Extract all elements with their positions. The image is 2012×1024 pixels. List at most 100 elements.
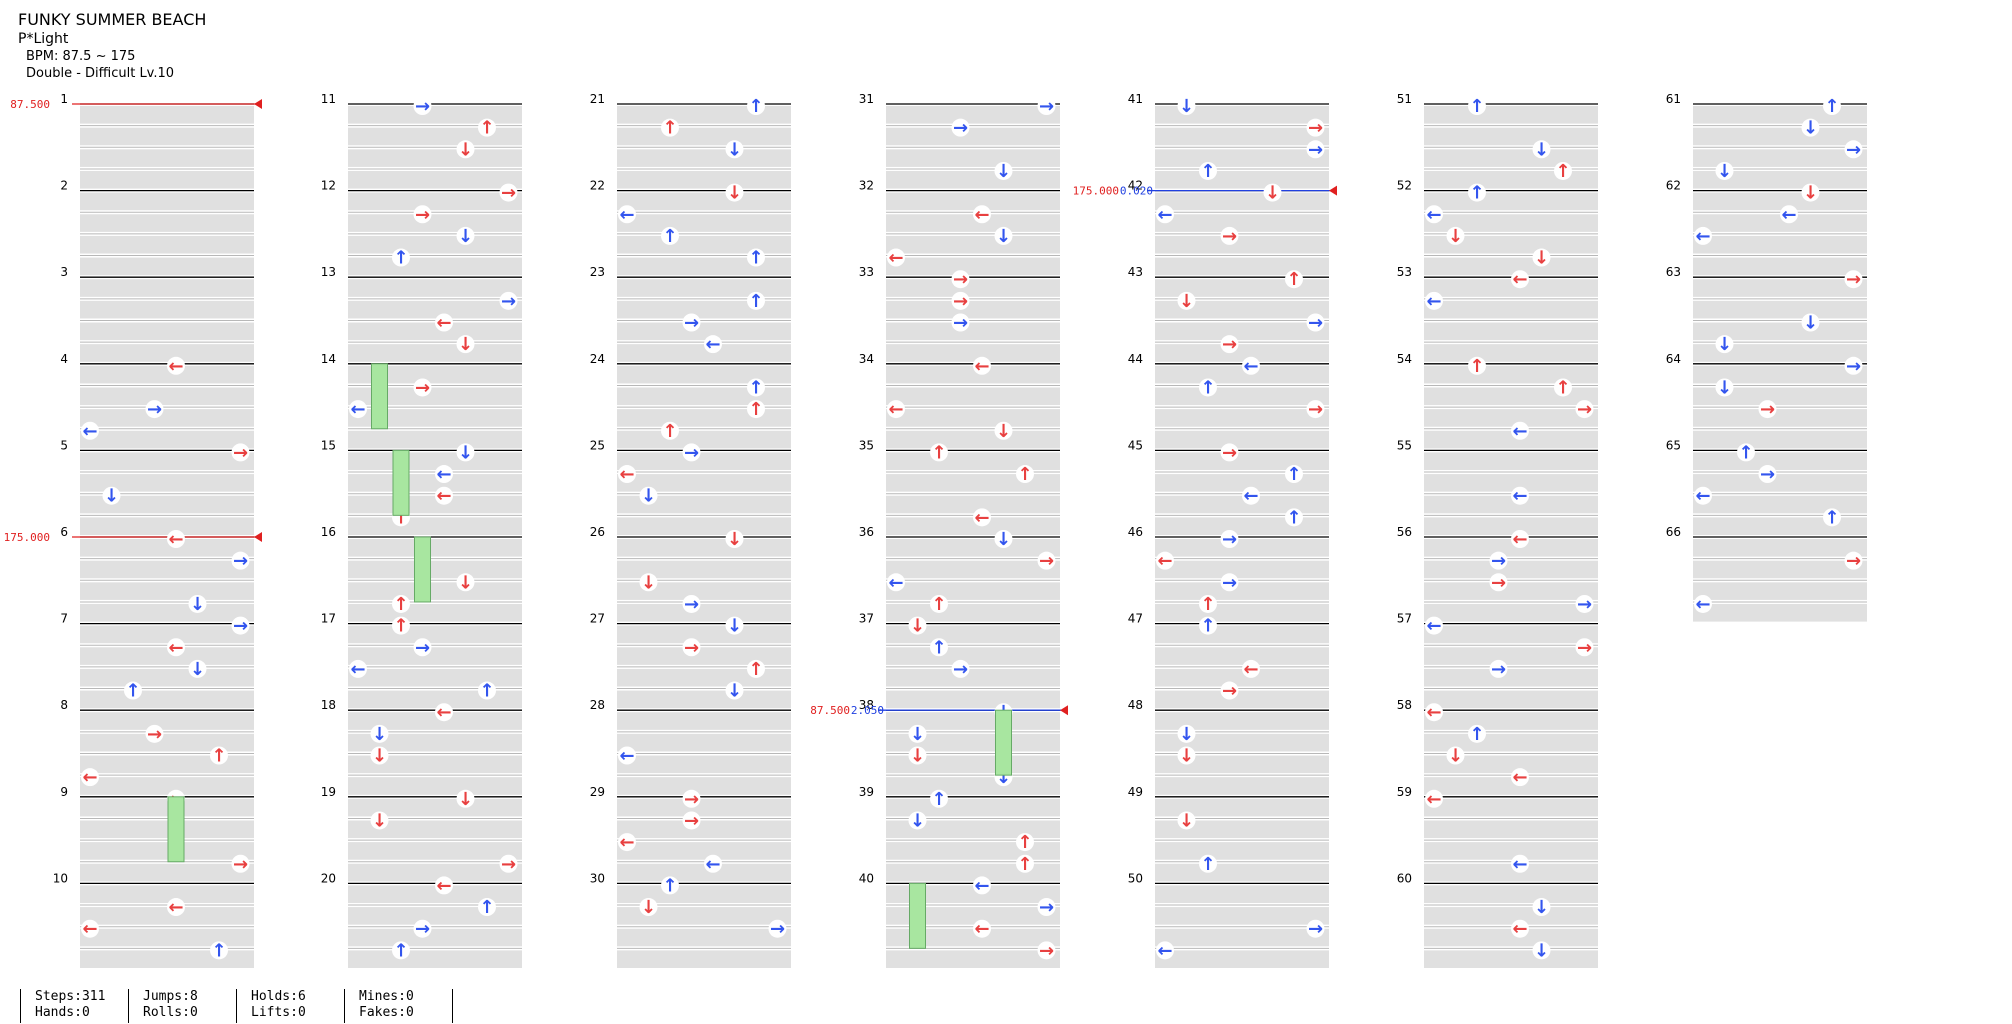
- step-note-arrow: ←: [1157, 940, 1172, 961]
- step-note-arrow: ↑: [1017, 464, 1032, 485]
- beat-row: [1155, 192, 1329, 211]
- beat-row: [348, 279, 522, 297]
- step-note-arrow: ↓: [910, 616, 925, 637]
- measure-number: 6: [60, 525, 68, 539]
- step-note-bg: [1801, 183, 1820, 202]
- beat-row: [1155, 885, 1329, 904]
- beat-row: [886, 733, 1060, 752]
- step-note-bg: [1554, 378, 1572, 397]
- step-note-arrow: ←: [1512, 767, 1527, 788]
- beat-row: [617, 474, 791, 492]
- step-note-arrow: →: [147, 724, 162, 745]
- step-note-bg: [1016, 833, 1034, 852]
- beat-row: [1424, 885, 1598, 904]
- step-note-bg: [639, 573, 658, 592]
- measure-number: 45: [1128, 438, 1143, 452]
- rolls-count: Rolls:0: [143, 1005, 198, 1020]
- measure-number: 26: [590, 525, 605, 539]
- beat-row: [348, 344, 522, 362]
- step-note-arrow: ↑: [1824, 507, 1839, 528]
- step-note-arrow: →: [1846, 139, 1861, 160]
- beat-row: [886, 279, 1060, 297]
- beat-row: [80, 668, 254, 687]
- step-note-bg: [930, 594, 948, 613]
- beat-row: [80, 950, 254, 968]
- hold-body: [909, 882, 926, 949]
- beat-row: [1424, 582, 1598, 600]
- beat-row: [617, 690, 791, 709]
- stats-group-3: Holds:6 Lifts:0: [236, 989, 306, 1023]
- beat-row: [617, 582, 791, 600]
- step-note-arrow: ←: [350, 399, 365, 420]
- beat-row: [1155, 365, 1329, 384]
- beat-row: [886, 798, 1060, 817]
- step-note-arrow: ←: [1512, 919, 1527, 940]
- step-note-bg: [435, 486, 453, 505]
- beat-row: [886, 842, 1060, 860]
- step-note-bg: [908, 811, 927, 830]
- beat-row: [348, 235, 522, 254]
- step-note-arrow: ↓: [104, 486, 119, 507]
- beat-row: [617, 279, 791, 297]
- step-note-bg: [435, 313, 453, 332]
- jumps-count: Jumps:8: [143, 989, 198, 1004]
- step-note-arrow: ↑: [393, 616, 408, 637]
- step-note-arrow: ←: [436, 702, 451, 723]
- step-note-arrow: ↑: [748, 659, 763, 680]
- step-note-bg: [1285, 465, 1303, 484]
- measure-number: 56: [1397, 525, 1412, 539]
- beat-row: [886, 387, 1060, 406]
- step-note-arrow: ↑: [1555, 377, 1570, 398]
- beat-row: [886, 235, 1060, 254]
- step-chart: 1234567891011121314151617181920212223242…: [4, 92, 1867, 968]
- measure-number: 15: [321, 438, 336, 452]
- beat-row: [617, 300, 791, 319]
- bpm-change-marker: [1329, 185, 1337, 196]
- step-note-arrow: ↓: [458, 442, 473, 463]
- step-note-bg: [1037, 898, 1056, 917]
- measure-number: 8: [60, 698, 68, 712]
- measure-number: 30: [590, 871, 605, 885]
- step-note-arrow: ↓: [996, 226, 1011, 247]
- step-note-arrow: ←: [1157, 204, 1172, 225]
- step-note-bg: [951, 270, 970, 289]
- step-note-bg: [1715, 335, 1734, 354]
- step-note-arrow: →: [1491, 572, 1506, 593]
- beat-row: [1155, 603, 1329, 622]
- step-note-bg: [1575, 400, 1594, 419]
- measure-number: 23: [590, 265, 605, 279]
- step-note-arrow: →: [1577, 637, 1592, 658]
- beat-row: [1155, 409, 1329, 427]
- measure-number: 50: [1128, 871, 1143, 885]
- beat-row: [1424, 539, 1598, 557]
- measure-number: 3: [60, 265, 68, 279]
- beat-row: [886, 430, 1060, 449]
- measure-number: 36: [859, 525, 874, 539]
- step-note-bg: [1177, 746, 1196, 765]
- beat-row: [80, 798, 254, 817]
- beat-row: [80, 170, 254, 189]
- step-note-bg: [392, 941, 410, 960]
- step-note-bg: [1511, 768, 1529, 787]
- step-note-bg: [725, 530, 744, 548]
- step-note-arrow: ↓: [1179, 810, 1194, 831]
- beat-row: [1155, 560, 1329, 579]
- step-note-arrow: ←: [888, 572, 903, 593]
- step-note-bg: [1801, 313, 1820, 332]
- step-note-bg: [1177, 811, 1196, 830]
- difficulty-label: Double - Difficult Lv.10: [26, 66, 175, 81]
- step-note-bg: [1199, 594, 1217, 613]
- step-note-arrow: ↓: [1448, 746, 1463, 767]
- step-note-bg: [1425, 703, 1443, 722]
- beat-row: [348, 560, 522, 579]
- step-note-bg: [456, 573, 475, 592]
- step-note-bg: [1199, 378, 1217, 397]
- measure-number: 44: [1128, 352, 1143, 366]
- hold-body: [167, 796, 185, 863]
- measure-number: 13: [321, 265, 336, 279]
- stop-value-label: 0.020: [1120, 185, 1153, 198]
- step-note-bg: [1511, 854, 1529, 873]
- step-note-arrow: ↑: [748, 377, 763, 398]
- beat-row: [348, 625, 522, 644]
- beat-row: [80, 474, 254, 492]
